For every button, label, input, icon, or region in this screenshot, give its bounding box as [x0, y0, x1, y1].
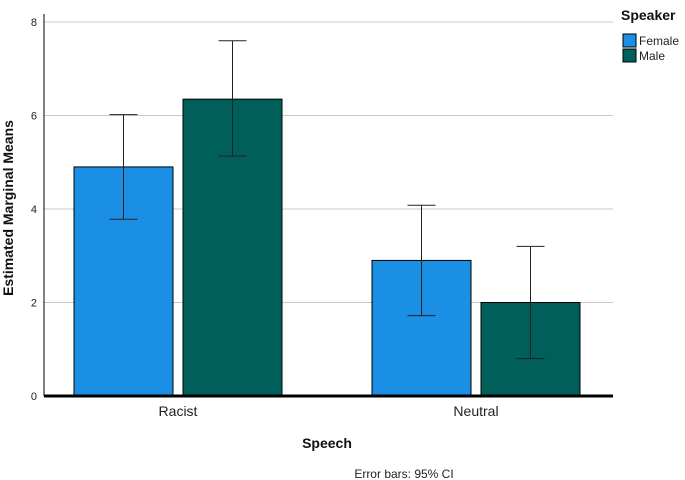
legend-title: Speaker — [621, 7, 676, 23]
y-tick-label: 0 — [31, 391, 37, 403]
x-tick-label-racist: Racist — [159, 403, 198, 419]
x-tick-label-neutral: Neutral — [453, 403, 498, 419]
y-axis-title: Estimated Marginal Means — [0, 120, 16, 296]
legend-swatch-male — [622, 48, 637, 63]
y-tick-label: 2 — [31, 298, 37, 310]
y-tick-label: 4 — [31, 204, 37, 216]
error-bars — [109, 40, 545, 360]
y-tick-labels: 0 2 4 6 8 — [31, 17, 37, 403]
x-tick-labels: Racist Neutral — [159, 403, 499, 419]
legend-label-female: Female — [639, 34, 679, 48]
legend-swatch-female — [622, 33, 637, 48]
y-tick-label: 6 — [31, 111, 37, 123]
x-axis-title: Speech — [302, 435, 352, 451]
footnote: Error bars: 95% CI — [354, 467, 453, 480]
legend-label-male: Male — [639, 49, 665, 63]
bars — [73, 98, 581, 397]
y-tick-label: 8 — [31, 17, 37, 29]
